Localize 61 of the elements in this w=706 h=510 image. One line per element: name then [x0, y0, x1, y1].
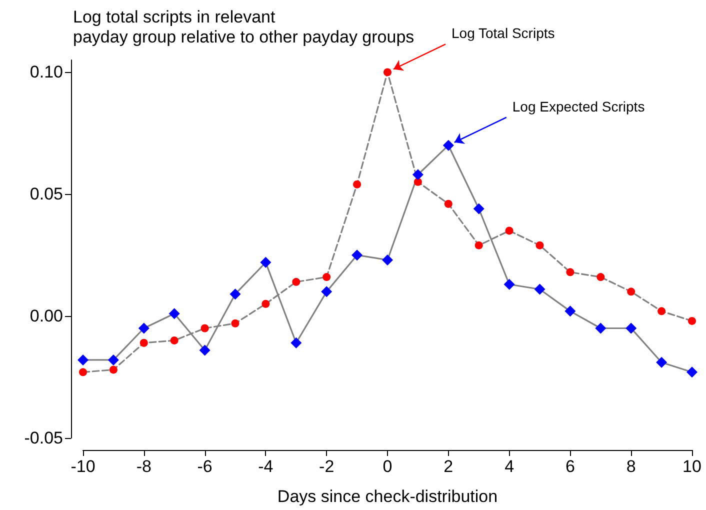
point	[686, 366, 698, 378]
point	[564, 306, 576, 317]
point	[414, 178, 422, 186]
point	[322, 273, 331, 282]
point	[353, 180, 362, 188]
x-tick-label: 10	[682, 457, 702, 476]
point	[384, 68, 392, 76]
point	[474, 241, 483, 250]
point	[382, 254, 393, 266]
point	[534, 284, 546, 295]
x-tick-label: 8	[626, 457, 636, 476]
point	[352, 250, 363, 261]
point	[444, 200, 452, 208]
point	[321, 286, 332, 298]
y-tick-label: 0.00	[30, 306, 63, 326]
x-tick-label: -10	[70, 457, 96, 476]
x-tick-label: -4	[258, 457, 274, 476]
point	[566, 268, 574, 276]
point	[473, 203, 484, 214]
point	[505, 226, 514, 235]
point	[168, 308, 180, 320]
x-tick-label: 0	[382, 457, 392, 476]
chart-title: Log total scripts in relevant payday group relative to other payday groups	[73, 8, 414, 46]
x-tick-label: 2	[444, 457, 454, 476]
point	[504, 278, 515, 290]
x-axis-title: Days since check-distribution	[277, 487, 498, 506]
point	[596, 273, 605, 282]
point	[79, 368, 87, 376]
x-tick-label: -8	[136, 457, 152, 476]
point	[231, 319, 240, 328]
point	[260, 256, 272, 268]
point	[199, 344, 210, 356]
text: Log Total Scripts	[452, 25, 555, 42]
point	[658, 307, 666, 316]
point	[290, 337, 302, 348]
point	[170, 336, 178, 344]
point	[140, 338, 148, 347]
y-tick-label: 0.05	[30, 184, 63, 204]
point	[78, 354, 88, 366]
point	[412, 169, 424, 180]
point	[108, 354, 119, 366]
point	[442, 140, 454, 151]
x-tick-label: 6	[565, 457, 575, 476]
x-tick-label: 4	[504, 457, 514, 476]
text: Log Expected Scripts	[512, 98, 645, 114]
point	[688, 316, 696, 325]
point	[109, 366, 118, 374]
point	[536, 241, 544, 250]
point	[626, 322, 637, 334]
point	[200, 324, 209, 332]
x-tick-label: -6	[197, 457, 212, 476]
point	[656, 356, 668, 368]
point	[292, 278, 300, 286]
point	[230, 288, 241, 300]
point	[138, 322, 150, 334]
y-tick-label: -0.05	[24, 428, 63, 448]
x-tick-label: -2	[319, 457, 334, 476]
point	[627, 288, 636, 296]
point	[262, 300, 270, 308]
point	[595, 322, 606, 334]
y-tick-label: 0.10	[30, 62, 63, 82]
